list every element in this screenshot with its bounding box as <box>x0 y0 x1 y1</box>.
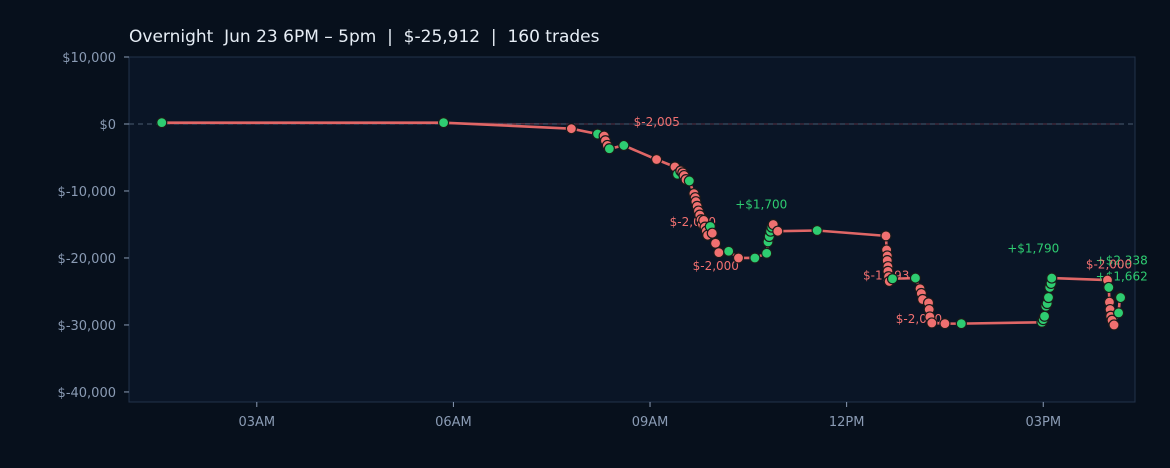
loss-trade-marker <box>939 318 951 330</box>
loss-trade-marker <box>706 227 718 239</box>
plot-area <box>128 56 1136 403</box>
win-trade-marker <box>618 139 630 152</box>
x-tick-label: 12PM <box>829 415 865 430</box>
loss-trade-marker <box>1108 319 1120 331</box>
loss-trade-marker <box>709 237 722 249</box>
loss-trade-marker <box>880 230 892 242</box>
y-tick-label: $0 <box>99 118 116 133</box>
win-trade-marker <box>811 224 823 237</box>
trade-annotation: $-2,000 <box>1086 258 1132 272</box>
trade-annotation: +$1,790 <box>1007 242 1059 256</box>
trade-annotation: +$2,338 <box>1096 254 1148 268</box>
x-tick-label: 09AM <box>632 415 669 430</box>
win-trade-marker <box>749 252 761 264</box>
loss-trade-marker <box>565 123 577 135</box>
loss-trade-marker <box>772 225 784 237</box>
win-trade-marker <box>683 175 695 187</box>
win-trade-marker <box>437 117 450 129</box>
y-tick-label: $-30,000 <box>58 319 116 334</box>
win-trade-marker <box>886 273 899 285</box>
chart-title: Overnight Jun 23 6PM – 5pm | $-25,912 | … <box>129 27 600 47</box>
win-trade-marker <box>1103 281 1115 294</box>
trade-marker-layer <box>156 117 1127 331</box>
x-tick-label: 06AM <box>435 415 472 430</box>
y-tick-label: $-20,000 <box>58 252 116 267</box>
y-tick-label: $-40,000 <box>58 386 116 401</box>
win-trade-marker <box>1114 291 1127 304</box>
trade-annotation: $-2,005 <box>634 115 680 129</box>
win-trade-marker <box>761 247 773 259</box>
win-trade-marker <box>1046 272 1058 284</box>
win-trade-marker <box>909 272 922 284</box>
win-trade-marker <box>723 245 735 257</box>
win-trade-marker <box>955 318 967 330</box>
loss-trade-marker <box>732 252 745 264</box>
loss-trade-marker <box>926 317 938 329</box>
trade-annotation: +$1,700 <box>735 197 787 211</box>
win-trade-marker <box>603 143 615 155</box>
trade-annotation: $-2,000 <box>693 259 739 273</box>
loss-trade-marker <box>713 247 725 259</box>
x-tick-label: 03AM <box>238 415 275 430</box>
loss-trade-marker <box>650 153 663 166</box>
win-trade-marker <box>1042 291 1055 304</box>
y-tick-label: $10,000 <box>62 51 116 66</box>
win-trade-marker <box>1038 310 1051 322</box>
win-trade-marker <box>156 117 168 129</box>
y-tick-label: $-10,000 <box>58 185 116 200</box>
win-trade-marker <box>1113 307 1125 319</box>
x-tick-label: 03PM <box>1025 415 1061 430</box>
axis-layer: $10,000 $0 $-10,000 $-20,000 $-30,000 $-40,00… <box>58 51 1062 430</box>
